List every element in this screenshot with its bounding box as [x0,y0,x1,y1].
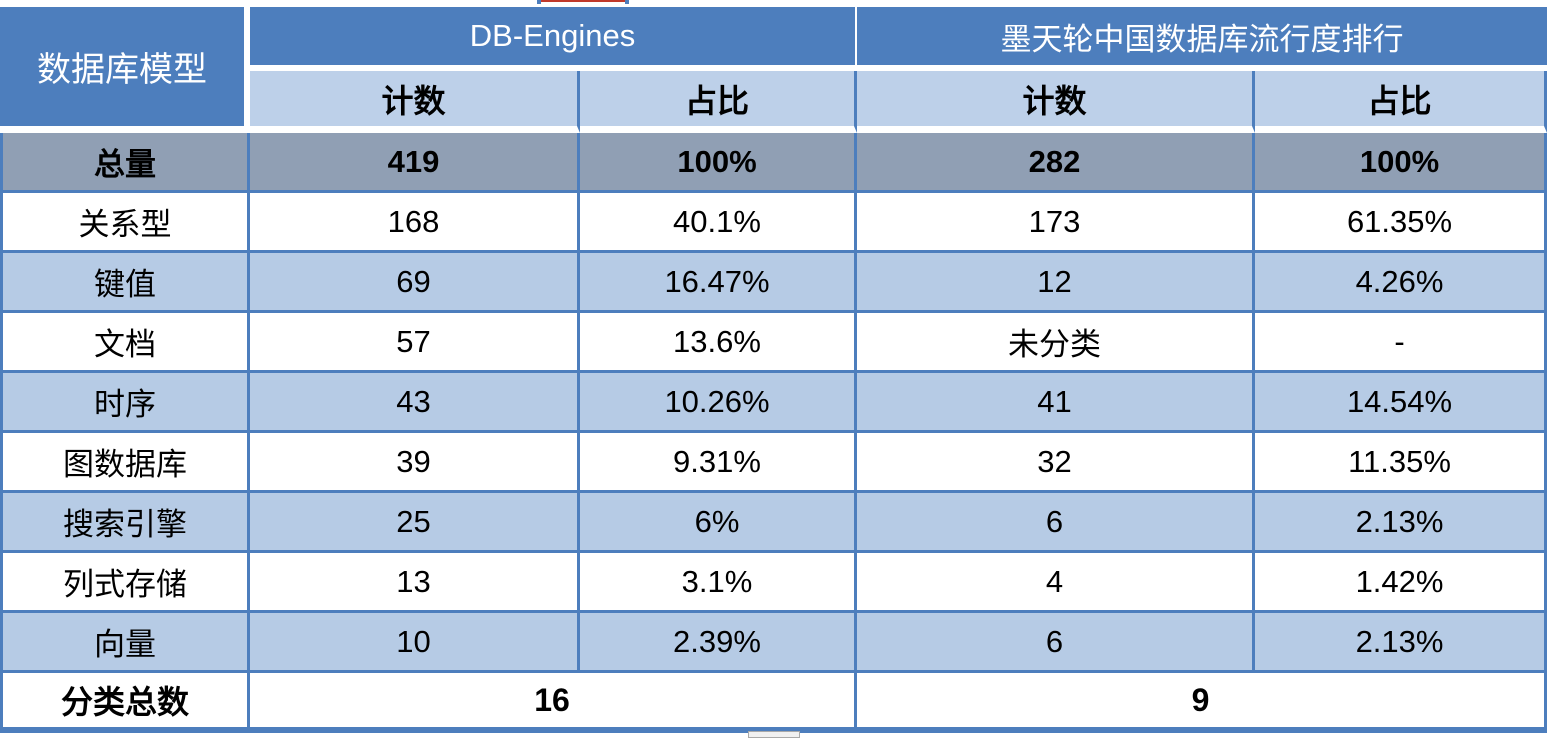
category-count-row: 分类总数 16 9 [0,673,1547,733]
table-row-key-value: 键值 69 16.47% 12 4.26% [0,253,1547,313]
table-row-graph: 图数据库 39 9.31% 32 11.35% [0,433,1547,493]
cell: 173 [857,193,1256,253]
cell: 40.1% [580,193,858,253]
group-header-db-engines: DB-Engines [250,7,858,71]
group-header-motianlun: 墨天轮中国数据库流行度排行 [857,7,1547,71]
cell: 168 [250,193,580,253]
cell: 4 [857,553,1256,613]
crop-artifact-tick-left [537,0,541,4]
category-count-db-engines: 16 [250,673,858,733]
subheader-share-db-engines: 占比 [580,71,858,133]
cell: 9.31% [580,433,858,493]
category-count-motianlun: 9 [857,673,1547,733]
cell: 12 [857,253,1256,313]
table-row-vector: 向量 10 2.39% 6 2.13% [0,613,1547,673]
cell: 6 [857,493,1256,553]
total-cell: 100% [580,133,858,193]
cell: 1.42% [1255,553,1547,613]
subheader-count-db-engines: 计数 [250,71,580,133]
cell: 6 [857,613,1256,673]
cell: 10 [250,613,580,673]
table-row-relational: 关系型 168 40.1% 173 61.35% [0,193,1547,253]
row-label: 搜索引擎 [0,493,250,553]
subheader-count-motianlun: 计数 [857,71,1256,133]
cell: 39 [250,433,580,493]
cell: 16.47% [580,253,858,313]
cell: 6% [580,493,858,553]
cell: 2.13% [1255,613,1547,673]
total-cell: 100% [1255,133,1547,193]
cell: 14.54% [1255,373,1547,433]
cell: 69 [250,253,580,313]
row-label: 关系型 [0,193,250,253]
cell: 2.39% [580,613,858,673]
total-row: 总量 419 100% 282 100% [0,133,1547,193]
crop-artifact-red-underline [540,0,628,2]
database-model-comparison-table: 数据库模型 DB-Engines 墨天轮中国数据库流行度排行 计数 占比 计数 … [0,7,1547,733]
cell: 41 [857,373,1256,433]
row-label-category-count: 分类总数 [0,673,250,733]
row-label: 文档 [0,313,250,373]
header-sub-row: 计数 占比 计数 占比 [0,71,1547,133]
row-label: 时序 [0,373,250,433]
cell: - [1255,313,1547,373]
cell: 13.6% [580,313,858,373]
table-row-document: 文档 57 13.6% 未分类 - [0,313,1547,373]
cell: 11.35% [1255,433,1547,493]
row-label: 列式存储 [0,553,250,613]
row-label: 键值 [0,253,250,313]
cell: 10.26% [580,373,858,433]
row-label: 向量 [0,613,250,673]
row-label-total: 总量 [0,133,250,193]
total-cell: 419 [250,133,580,193]
crop-artifact-scrollbar [748,731,800,738]
cell-unclassified: 未分类 [857,313,1256,373]
crop-artifact-tick-right [625,0,629,4]
header-group-row: 数据库模型 DB-Engines 墨天轮中国数据库流行度排行 [0,7,1547,133]
cell: 25 [250,493,580,553]
cell: 4.26% [1255,253,1547,313]
cell: 57 [250,313,580,373]
cell: 43 [250,373,580,433]
cell: 32 [857,433,1256,493]
table-row-search-engine: 搜索引擎 25 6% 6 2.13% [0,493,1547,553]
row-label: 图数据库 [0,433,250,493]
cell: 13 [250,553,580,613]
subheader-share-motianlun: 占比 [1255,71,1547,133]
table-row-time-series: 时序 43 10.26% 41 14.54% [0,373,1547,433]
total-cell: 282 [857,133,1256,193]
cell: 61.35% [1255,193,1547,253]
corner-header-database-model: 数据库模型 [0,7,250,133]
cell: 3.1% [580,553,858,613]
table-row-columnar: 列式存储 13 3.1% 4 1.42% [0,553,1547,613]
cell: 2.13% [1255,493,1547,553]
